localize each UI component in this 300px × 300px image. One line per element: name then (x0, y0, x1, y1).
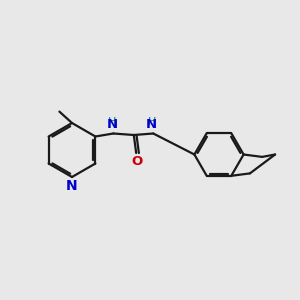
Text: N: N (66, 178, 78, 193)
Text: H: H (148, 117, 156, 127)
Text: H: H (108, 117, 116, 127)
Text: O: O (132, 155, 143, 168)
Text: N: N (146, 118, 157, 131)
Text: N: N (106, 118, 117, 131)
